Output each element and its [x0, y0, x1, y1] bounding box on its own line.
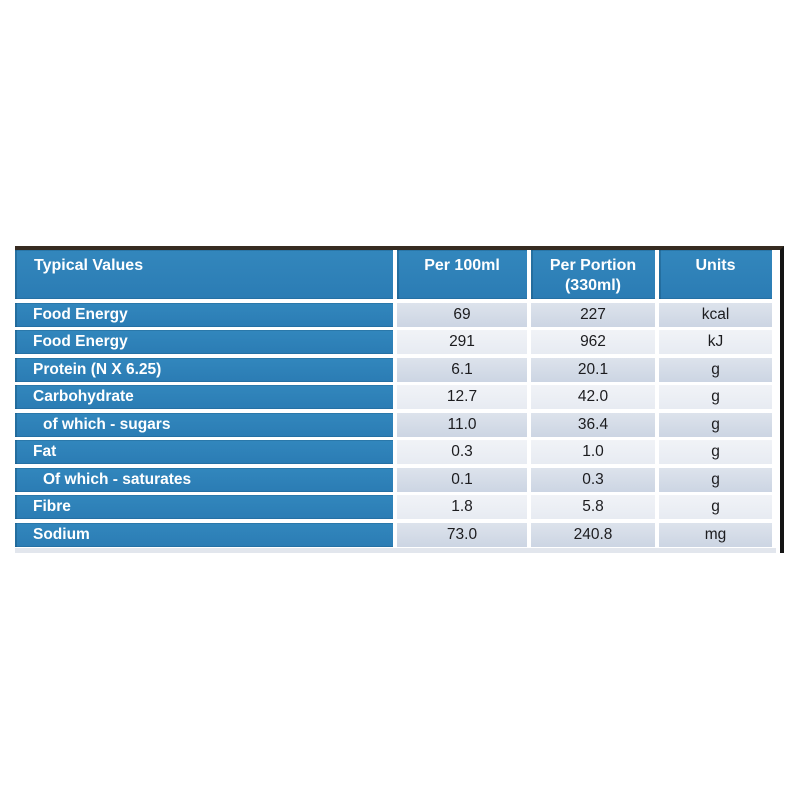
table-bottom-edge — [15, 547, 776, 553]
value-units: g — [659, 357, 772, 382]
value-per-portion: 0.3 — [531, 467, 655, 492]
value-per-portion: 227 — [531, 302, 655, 327]
row-label: Fibre — [15, 495, 393, 519]
nutrition-table-grid: Typical Values Per 100ml Per Portion (33… — [15, 250, 776, 547]
value-units: g — [659, 440, 772, 464]
row-label: Of which - saturates — [15, 467, 393, 492]
value-units: g — [659, 412, 772, 437]
value-per-portion: 20.1 — [531, 357, 655, 382]
header-per-100ml: Per 100ml — [397, 250, 527, 299]
header-typical-values: Typical Values — [15, 250, 393, 299]
row-label: Sodium — [15, 522, 393, 547]
value-per-portion: 5.8 — [531, 495, 655, 519]
value-per-portion: 240.8 — [531, 522, 655, 547]
value-per-portion: 962 — [531, 330, 655, 354]
row-label: Food Energy — [15, 302, 393, 327]
value-units: kcal — [659, 302, 772, 327]
value-per-portion: 1.0 — [531, 440, 655, 464]
value-units: g — [659, 495, 772, 519]
value-per-100ml: 291 — [397, 330, 527, 354]
nutrition-table: Typical Values Per 100ml Per Portion (33… — [15, 246, 784, 553]
row-label: Food Energy — [15, 330, 393, 354]
value-per-100ml: 73.0 — [397, 522, 527, 547]
header-per-portion: Per Portion (330ml) — [531, 250, 655, 299]
header-units: Units — [659, 250, 772, 299]
value-units: mg — [659, 522, 772, 547]
value-per-100ml: 1.8 — [397, 495, 527, 519]
row-label: Fat — [15, 440, 393, 464]
row-label: of which - sugars — [15, 412, 393, 437]
value-per-portion: 42.0 — [531, 385, 655, 409]
value-units: kJ — [659, 330, 772, 354]
row-label: Carbohydrate — [15, 385, 393, 409]
value-per-100ml: 6.1 — [397, 357, 527, 382]
value-per-100ml: 12.7 — [397, 385, 527, 409]
value-units: g — [659, 385, 772, 409]
value-per-100ml: 0.1 — [397, 467, 527, 492]
value-per-portion: 36.4 — [531, 412, 655, 437]
value-units: g — [659, 467, 772, 492]
value-per-100ml: 69 — [397, 302, 527, 327]
row-label: Protein (N X 6.25) — [15, 357, 393, 382]
value-per-100ml: 0.3 — [397, 440, 527, 464]
value-per-100ml: 11.0 — [397, 412, 527, 437]
